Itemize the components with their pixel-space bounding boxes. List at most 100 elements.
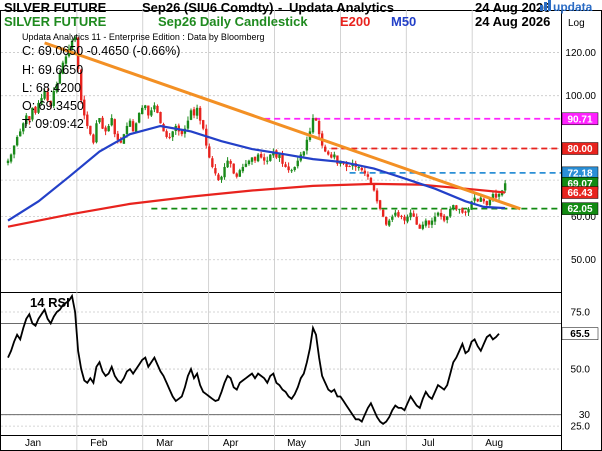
candle-body (333, 154, 336, 158)
candle-body (214, 168, 217, 174)
candle-body (485, 201, 489, 206)
candle-body (357, 166, 360, 169)
rsi-tick-label: 50.0 (571, 365, 591, 376)
candle-body (73, 37, 77, 41)
low-readout: L: 68.4200 (22, 81, 81, 95)
candle-body (446, 216, 449, 220)
candle-body (436, 212, 440, 216)
data-source: Updata Analytics 11 - Enterprise Edition… (22, 32, 264, 42)
title-separator: - (278, 0, 282, 15)
candle-body (247, 160, 251, 165)
candle-body (269, 154, 272, 161)
candle-body (153, 105, 156, 110)
candle-body (125, 125, 129, 135)
candle-body (147, 105, 150, 116)
candle-body (80, 69, 83, 101)
candle-body (43, 91, 46, 99)
candle-body (235, 173, 238, 177)
price-panel-frame (0, 10, 562, 293)
candle-body (128, 120, 132, 127)
candle-body (250, 157, 254, 162)
candle-body (28, 116, 31, 121)
candle-body (330, 154, 333, 158)
candle-body (113, 119, 116, 135)
candle-body (25, 115, 28, 125)
candle-body (223, 166, 226, 178)
time-readout: T: 09:09:42 (22, 117, 84, 131)
candle-body (278, 154, 281, 158)
candle-body (89, 125, 92, 135)
candle-body (470, 201, 473, 210)
rsi-value-badge: 65.5 (570, 329, 590, 340)
level-badge: 90.71 (567, 114, 592, 125)
candle-body (40, 98, 43, 104)
rsi-tick-label: 25.0 (571, 422, 591, 433)
candle-body (345, 163, 348, 167)
x-axis-frame (0, 435, 562, 451)
candle-body (37, 102, 40, 113)
candle-body (461, 208, 464, 213)
header-date: 24 Aug 2026 (475, 0, 550, 15)
candle-body (12, 145, 16, 155)
candle-body (482, 198, 485, 202)
candle-body (439, 212, 443, 217)
candle-body (208, 146, 211, 158)
candle-body (162, 124, 165, 132)
month-label: Feb (90, 438, 108, 449)
candle-body (34, 106, 37, 113)
candle-body (497, 194, 501, 197)
candle-body (263, 157, 266, 161)
candle-body (394, 212, 397, 216)
candle-body (409, 212, 412, 218)
candle-body (192, 109, 196, 116)
rsi-line (7, 293, 500, 426)
candle-body (427, 220, 431, 225)
candle-body (92, 134, 95, 143)
candle-body (116, 133, 119, 140)
candle-body (378, 200, 382, 209)
candle-body (256, 154, 260, 162)
candle-body (144, 105, 147, 109)
candle-body (189, 110, 193, 120)
candle-body (55, 84, 58, 92)
candle-body (296, 160, 299, 167)
candle-body (369, 177, 373, 184)
candle-body (226, 160, 229, 168)
rsi-tick-label: 75.0 (571, 307, 591, 318)
high-readout: H: 69.6650 (22, 63, 83, 77)
candle-body (375, 190, 379, 202)
price-tick-label: 100.00 (565, 91, 596, 102)
subtitle-date: 24 Aug 2026 (475, 14, 550, 29)
candle-body (458, 208, 461, 210)
candle-body (49, 100, 52, 106)
candle-body (159, 111, 162, 124)
candle-body (198, 107, 202, 121)
downtrend-line (44, 41, 521, 211)
level-badge-box (561, 202, 599, 215)
candle-body (137, 112, 141, 123)
candle-body (305, 139, 309, 151)
candle-body (348, 166, 351, 168)
candle-body (70, 41, 74, 49)
candle-body (195, 107, 199, 116)
candle-body (452, 205, 455, 209)
candle-body (455, 205, 458, 209)
scale-label: Log (568, 18, 585, 29)
candle-body (141, 107, 144, 115)
candle-body (415, 216, 418, 225)
ema200-line (7, 182, 506, 228)
level-badge: 80.00 (567, 144, 592, 155)
candle-body (241, 166, 245, 172)
price-tick-label: 120.00 (565, 48, 596, 59)
candle-body (385, 217, 388, 225)
candle-body (186, 120, 190, 129)
candle-body (15, 136, 19, 146)
candle-body (366, 174, 370, 177)
candle-body (220, 176, 223, 180)
value-badge-box (561, 186, 599, 199)
candle-body (464, 211, 467, 213)
rsi-panel-frame (0, 292, 562, 436)
month-label: Mar (156, 438, 174, 449)
candle-body (238, 170, 241, 177)
